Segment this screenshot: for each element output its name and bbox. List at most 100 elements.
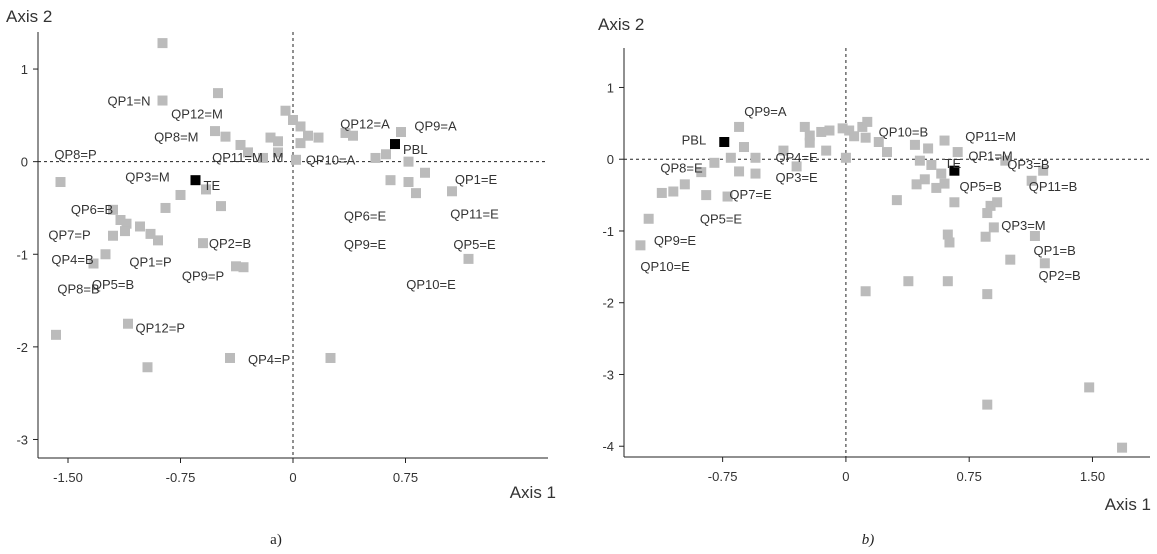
data-point [55,177,66,188]
y-axis-title: Axis 2 [6,7,52,26]
data-point [121,218,132,229]
data-point [1000,155,1011,166]
point-label: QP6=B [71,202,113,217]
data-point [944,237,955,248]
data-point [857,121,868,132]
point-label: QP11=B [1029,179,1078,194]
data-point [909,139,920,150]
data-point [791,161,802,172]
point-label: QP9=A [744,104,787,119]
data-point [939,135,950,146]
point-label: QP3=M [125,169,169,184]
data-point [980,231,991,242]
data-point [273,136,283,147]
chart-panel-a: Axis 2 Axis 1 a) -1.50 -0.75 0 0.75 1 0 -1 -2 -3… [6,7,556,548]
point-label: QP4=P [248,352,290,367]
data-point [396,127,406,138]
data-point [679,179,690,190]
data-point [120,226,130,237]
point-label: QP12=P [136,320,186,335]
panel-caption: b) [862,532,875,548]
y-tick-label: 1 [607,80,614,95]
data-point [213,88,223,99]
y-axis-title: Axis 2 [598,15,644,34]
y-tick-label: 1 [21,62,28,77]
data-point [325,352,336,363]
data-point [982,289,993,300]
data-point [668,186,679,197]
highlight-point-te [190,175,201,186]
data-point [157,38,168,49]
data-point [420,167,430,178]
data-point [882,147,892,158]
data-point [799,121,810,132]
x-tick-label: 1.50 [1080,469,1105,484]
data-point [860,132,871,143]
point-label: QP5=E [453,237,496,252]
data-point [696,167,707,178]
data-point [942,229,953,240]
y-tick-label: -3 [16,432,28,447]
panel-caption: a) [270,532,282,548]
y-tick-label: -2 [16,340,28,355]
data-point [220,131,231,142]
data-point [295,121,306,132]
data-point [931,182,942,193]
data-point [291,154,301,165]
data-point [108,230,118,241]
data-point [463,253,474,264]
point-label: QP10=A [306,153,356,168]
data-point [873,136,884,147]
point-label: QP1=P [129,255,171,270]
data-point [988,222,999,233]
data-point [258,152,268,163]
point-label: QP8=P [54,147,96,162]
data-point [1026,175,1037,186]
data-point [816,126,827,137]
data-point [1029,230,1040,241]
point-label: QP5=B [92,277,134,292]
data-point [145,228,156,239]
data-point [243,147,253,158]
y-tick-label: 0 [607,152,614,167]
point-label: QP1=E [455,172,498,187]
data-point [160,202,171,213]
data-point [1117,442,1128,453]
point-label: QP11=M [212,150,263,165]
data-point [992,197,1003,208]
data-point [108,204,118,215]
data-point [656,187,667,198]
data-point [903,276,914,287]
point-label: PBL [682,133,707,148]
data-point [303,130,313,141]
data-point [942,276,953,287]
data-point [891,195,902,206]
data-point [142,362,153,373]
data-point [100,249,111,260]
point-label: QP7=P [48,228,90,243]
data-point [198,238,208,249]
point-label: QP3=B [1007,157,1049,172]
data-point [216,201,226,212]
data-point [635,240,646,251]
point-label: QP4=B [51,252,93,267]
x-tick-label: -0.75 [708,469,738,484]
data-point [381,149,391,160]
data-point [952,147,963,158]
point-label: QP2=B [209,236,251,251]
point-label: QP10=E [406,277,456,292]
data-point [949,197,960,208]
data-point [313,132,324,143]
point-label: QP2=B [1038,268,1080,283]
data-point [939,178,950,189]
data-point [238,262,249,273]
data-point [804,130,815,141]
point-label: QP1=M [968,148,1012,163]
data-point [385,175,396,186]
data-point [1005,254,1016,265]
data-point [750,152,761,163]
data-point [862,116,873,127]
data-point [175,189,186,200]
data-point [411,188,421,199]
data-point [447,186,457,197]
